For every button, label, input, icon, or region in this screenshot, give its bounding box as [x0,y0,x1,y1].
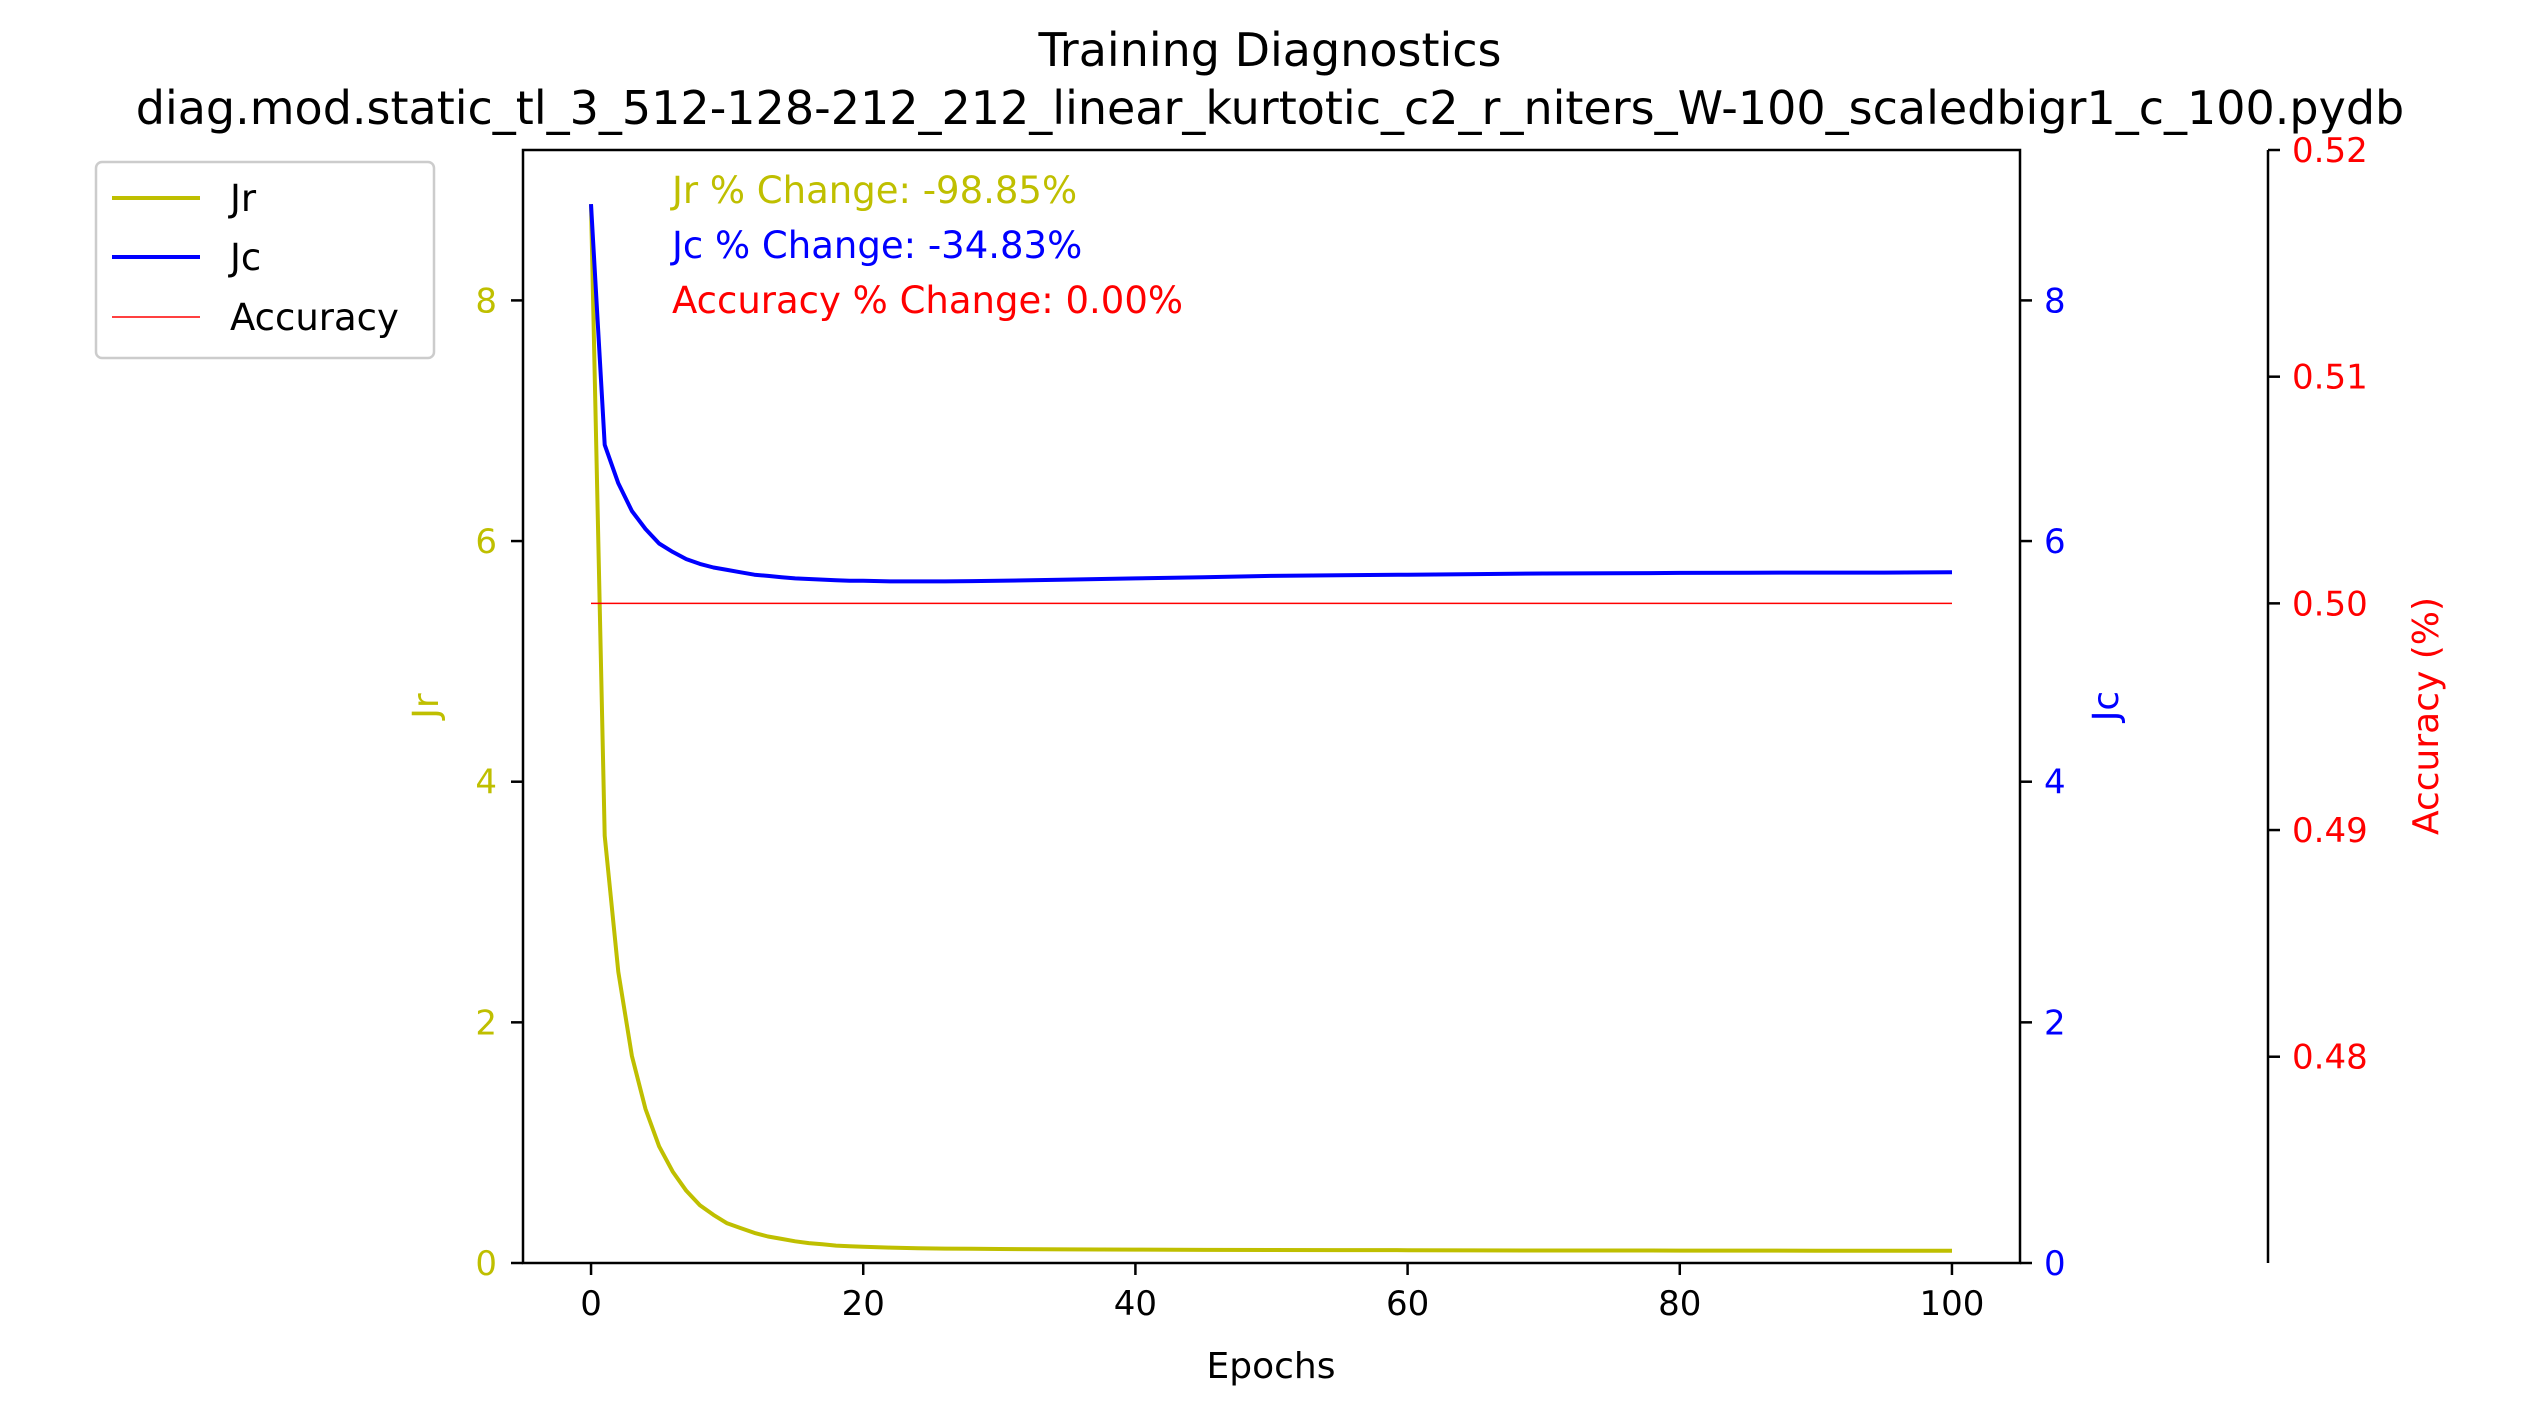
accuracy-tick-label: 0.49 [2292,811,2368,851]
jc-tick-label: 6 [2044,522,2066,562]
accuracy-tick-label: 0.50 [2292,584,2368,624]
x-tick-label: 20 [842,1284,885,1324]
accuracy-change-annotation: Accuracy % Change: 0.00% [672,279,1183,322]
chart-title: Training Diagnostics [1037,23,1501,77]
legend-label-jr: Jr [228,177,257,220]
accuracy-axis-label: Accuracy (%) [2406,597,2447,835]
x-tick-label: 80 [1658,1284,1701,1324]
series-line-jc [589,203,1953,584]
x-tick-label: 100 [1920,1284,1985,1324]
legend-label-jc: Jc [228,236,261,279]
plot-frame [521,148,2022,1265]
jr-tick-label: 8 [475,281,497,321]
jc-tick-label: 0 [2044,1244,2066,1284]
chart-subtitle: diag.mod.static_tl_3_512-128-212_212_lin… [136,81,2405,135]
jr-tick-label: 4 [475,763,497,803]
legend: Jr Jc Accuracy [94,160,436,360]
jc-axis-label: Jc [2086,691,2127,723]
jr-tick-label: 6 [475,522,497,562]
jr-axis-label: Jr [406,693,447,721]
jc-tick-label: 2 [2044,1003,2066,1043]
accuracy-axis-ticks: 0.48 0.49 0.50 0.51 0.52 [2268,131,2368,1078]
jc-tick-label: 4 [2044,763,2066,803]
series-layer [589,203,1953,1253]
accuracy-tick-label: 0.51 [2292,358,2368,398]
jc-change-annotation: Jc % Change: -34.83% [670,224,1082,267]
x-tick-label: 60 [1386,1284,1429,1324]
x-axis-label: Epochs [1207,1346,1336,1387]
jr-tick-label: 2 [475,1003,497,1043]
x-ticks: 0 20 40 60 80 100 [580,1263,1984,1324]
x-tick-label: 0 [580,1284,602,1324]
series-line-jr [589,204,1953,1253]
jr-tick-label: 0 [475,1244,497,1284]
accuracy-tick-label: 0.52 [2292,131,2368,171]
jc-tick-label: 8 [2044,281,2066,321]
legend-label-accuracy: Accuracy [230,296,399,339]
jc-axis-ticks: 0 2 4 6 8 [2020,281,2066,1284]
legend-box [94,160,436,360]
x-tick-label: 40 [1114,1284,1157,1324]
jr-axis-ticks: 0 2 4 6 8 [475,281,523,1284]
jr-change-annotation: Jr % Change: -98.85% [670,169,1077,212]
accuracy-tick-label: 0.48 [2292,1038,2368,1078]
